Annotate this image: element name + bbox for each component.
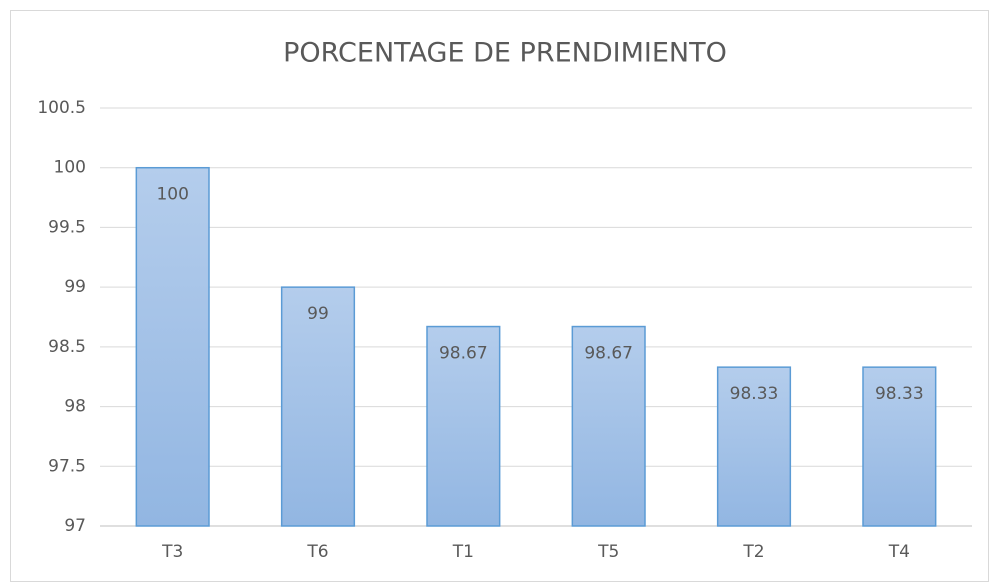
- bar: [135, 166, 210, 527]
- x-tick-label: T3: [161, 542, 183, 562]
- data-label: 98.67: [439, 344, 488, 364]
- x-tick-label: T6: [306, 542, 328, 562]
- y-tick-label: 97.5: [48, 456, 86, 476]
- x-tick-label: T5: [597, 542, 619, 562]
- y-tick-label: 99.5: [48, 217, 86, 237]
- y-tick-label: 97: [64, 516, 86, 536]
- y-tick-label: 98.5: [48, 337, 86, 357]
- bar: [716, 366, 792, 527]
- y-tick-label: 98: [64, 397, 86, 417]
- bar: [862, 366, 937, 527]
- y-tick-label: 99: [64, 277, 86, 297]
- data-label: 98.33: [875, 384, 924, 404]
- y-tick-label: 100: [54, 158, 86, 178]
- x-tick-label: T4: [888, 542, 910, 562]
- data-label: 100: [156, 185, 188, 205]
- bar: [571, 325, 646, 527]
- y-tick-label: 100.5: [37, 98, 86, 118]
- data-label: 98.67: [584, 344, 633, 364]
- x-tick-label: T1: [452, 542, 474, 562]
- x-tick-label: T2: [742, 542, 764, 562]
- data-label: 99: [307, 304, 329, 324]
- data-label: 98.33: [730, 384, 779, 404]
- bar: [426, 325, 501, 527]
- bar: [280, 286, 356, 527]
- chart-title: PORCENTAGE DE PRENDIMIENTO: [283, 38, 727, 69]
